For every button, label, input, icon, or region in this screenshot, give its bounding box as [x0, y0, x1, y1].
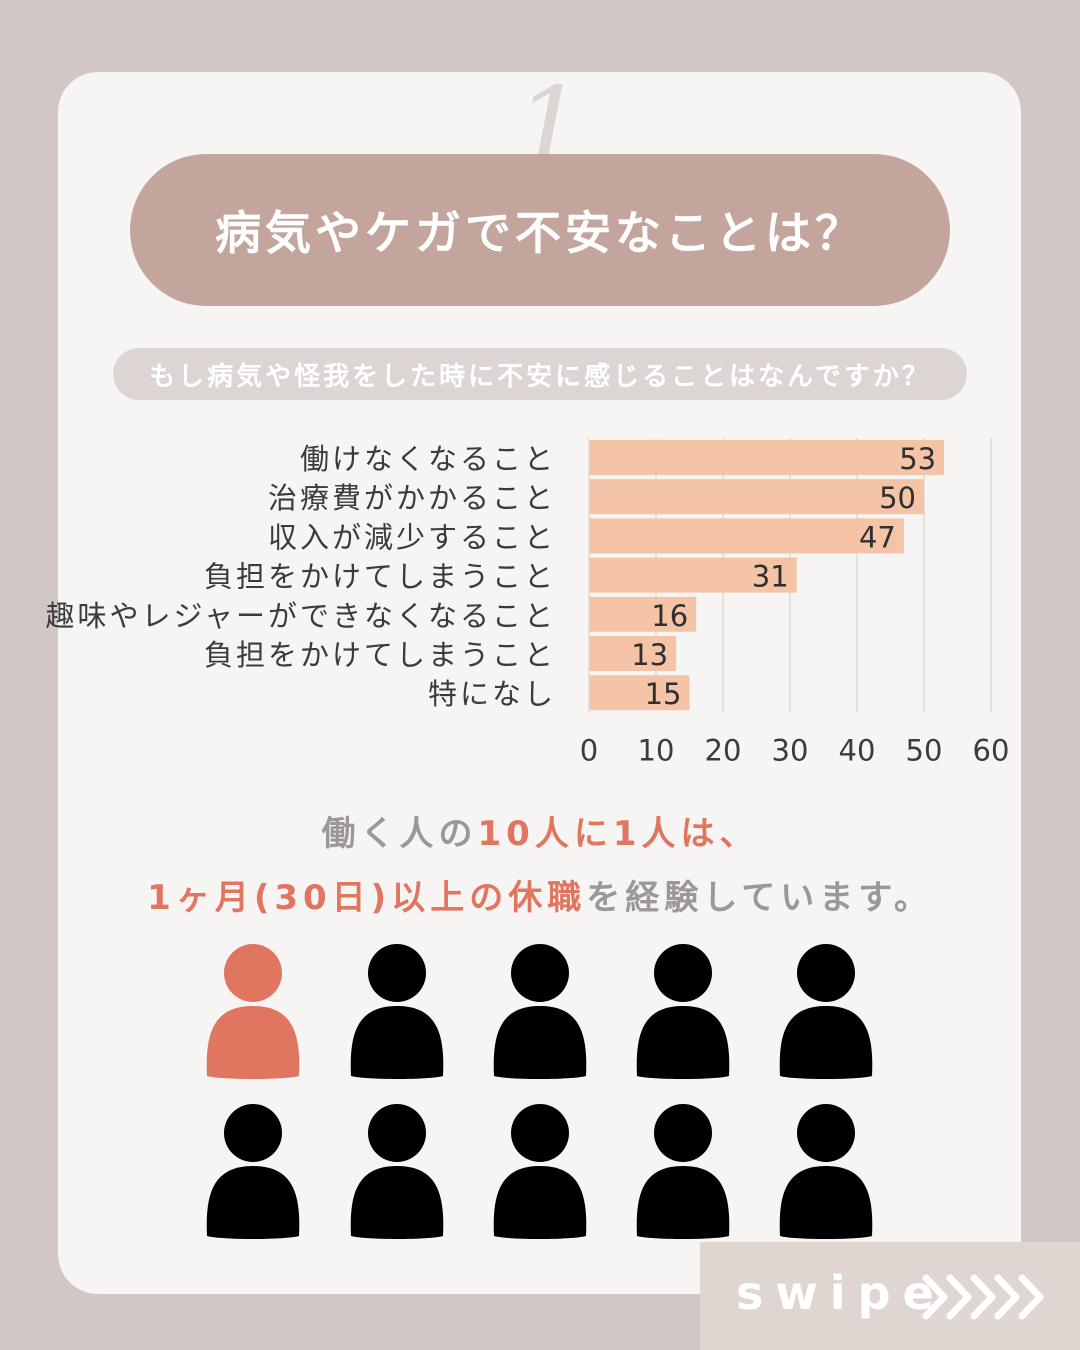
person-icon — [779, 1104, 873, 1239]
person-icon — [350, 944, 444, 1079]
person-icon — [350, 1104, 444, 1239]
category-label: 負担をかけてしまうこと — [204, 638, 556, 672]
person-icon — [493, 1104, 587, 1239]
data-label: 50 — [879, 481, 916, 515]
swipe-label: swipe — [736, 1266, 946, 1320]
question-banner: もし病気や怪我をした時に不安に感じることはなんですか？ — [113, 348, 967, 400]
x-tick-label: 30 — [772, 733, 809, 767]
bar — [589, 675, 690, 711]
page-title: 病気やケガで不安なことは？ — [215, 206, 865, 260]
survey-question: もし病気や怪我をした時に不安に感じることはなんですか？ — [149, 361, 931, 392]
bar — [589, 518, 904, 554]
person-icon — [779, 944, 873, 1079]
x-tick-label: 20 — [705, 733, 742, 767]
message-2-highlight: 1ヶ月(30日)以上の休職 — [147, 878, 587, 918]
category-label: 趣味やレジャーができなくなること — [45, 599, 556, 633]
person-highlighted-icon — [206, 944, 300, 1079]
message-1-prefix: 働く人の — [321, 814, 478, 854]
data-label: 13 — [631, 638, 668, 672]
person-icon — [636, 944, 730, 1079]
person-icon — [206, 1104, 300, 1239]
person-icon — [636, 1104, 730, 1239]
bar-chart: 働けなくなること 53 治療費がかかること 50 収入が減少すること 47 負担をかけてしま… — [45, 438, 1010, 767]
bar — [589, 596, 697, 632]
category-label: 負担をかけてしまうこと — [204, 560, 556, 594]
bar — [589, 557, 797, 593]
category-label: 収入が減少すること — [268, 520, 556, 554]
data-label: 47 — [859, 520, 896, 554]
x-tick-label: 10 — [638, 733, 675, 767]
x-tick-label: 50 — [906, 733, 943, 767]
x-tick-label: 0 — [580, 733, 598, 767]
x-tick-label: 60 — [973, 733, 1010, 767]
bar — [589, 636, 677, 671]
data-label: 53 — [899, 442, 936, 476]
category-label: 治療費がかかること — [268, 481, 556, 515]
chevrons-right-icon — [922, 1274, 1044, 1320]
bar — [589, 440, 945, 475]
data-label: 16 — [651, 599, 688, 633]
title-banner: 病気やケガで不安なことは？ — [130, 154, 950, 306]
message-line-2: 1ヶ月(30日)以上の休職を経験しています。 — [0, 870, 1080, 919]
message-2-suffix: を経験しています。 — [586, 878, 933, 918]
swipe-hint[interactable]: swipe — [700, 1242, 1080, 1350]
category-label: 働けなくなること — [300, 442, 556, 476]
message-1-highlight: 10人に1人は、 — [477, 814, 759, 854]
person-icon — [493, 944, 587, 1079]
bar — [589, 479, 924, 515]
data-label: 15 — [645, 677, 682, 711]
x-tick-label: 40 — [839, 733, 876, 767]
message-line-1: 働く人の10人に1人は、 — [0, 806, 1080, 855]
data-label: 31 — [752, 560, 789, 594]
category-label: 特になし — [428, 677, 556, 711]
